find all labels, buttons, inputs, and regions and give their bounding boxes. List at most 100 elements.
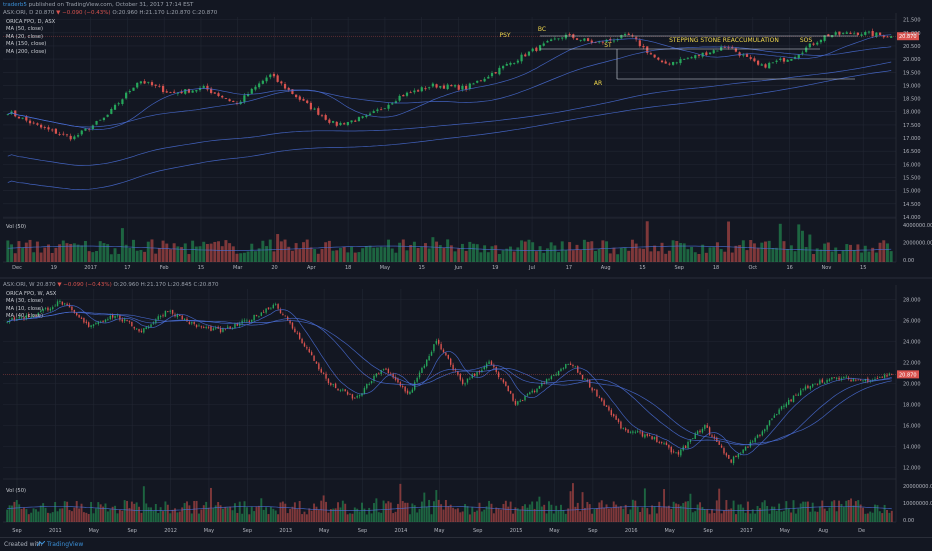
volume-bar xyxy=(605,504,608,522)
candle-body xyxy=(143,328,145,333)
volume-bar xyxy=(128,508,131,522)
candle-body xyxy=(557,370,560,376)
volume-bar xyxy=(233,503,236,522)
ma-line-200 xyxy=(7,70,892,190)
volume-bar xyxy=(261,240,265,262)
candle-body xyxy=(310,352,313,356)
candle-body xyxy=(725,453,728,456)
volume-bar xyxy=(287,246,291,262)
volume-bar xyxy=(20,508,23,522)
candle-body xyxy=(543,382,545,384)
volume-bar xyxy=(862,507,864,522)
candle-body xyxy=(107,319,109,321)
candle-body xyxy=(805,47,808,52)
candle-body xyxy=(756,435,759,438)
candle-body xyxy=(195,324,198,328)
volume-bar xyxy=(523,241,527,262)
candle-body xyxy=(446,84,449,90)
volume-bar xyxy=(586,241,590,262)
volume-bar xyxy=(193,500,196,522)
candle-body xyxy=(814,383,816,385)
volume-bar xyxy=(194,246,198,262)
y-tick-label: 18.000 xyxy=(903,403,921,409)
volume-bar xyxy=(787,508,790,522)
volume-bar xyxy=(69,243,73,262)
candle-body xyxy=(531,48,534,52)
volume-bar xyxy=(826,510,829,522)
volume-bar xyxy=(106,244,110,262)
volume-bar xyxy=(727,509,730,522)
candle-body xyxy=(250,88,253,94)
volume-bar xyxy=(701,244,705,262)
volume-bar xyxy=(749,513,752,522)
x-tick-label: 2012 xyxy=(164,528,177,534)
volume-bar xyxy=(118,509,121,522)
volume-bar xyxy=(452,507,455,522)
volume-bar xyxy=(214,505,217,522)
volume-bar xyxy=(524,504,526,522)
volume-bar xyxy=(389,502,392,522)
candle-body xyxy=(99,119,102,121)
candle-body xyxy=(590,40,593,43)
candle-body xyxy=(610,410,613,416)
candle-body xyxy=(317,108,320,115)
candle-body xyxy=(797,394,800,396)
candle-body xyxy=(842,33,845,34)
volume-bar xyxy=(284,503,287,522)
candle-body xyxy=(867,31,871,33)
candle-body xyxy=(368,383,370,385)
chart-canvas[interactable]: 21.500 21.000 20.500 20.000 19.500 19.000 18.5… xyxy=(0,0,932,537)
candle-body xyxy=(398,95,401,101)
daily-volume-label: Vol (50) xyxy=(6,224,27,230)
ma-line-40 xyxy=(7,311,892,446)
volume-bar xyxy=(771,248,775,262)
candle-body xyxy=(143,81,146,84)
candle-body xyxy=(665,442,668,446)
volume-bar xyxy=(313,503,316,522)
volume-bar xyxy=(679,242,682,262)
candle-body xyxy=(727,46,730,48)
volume-bar xyxy=(460,243,464,262)
y-tick-label: 15.000 xyxy=(903,189,921,195)
candle-body xyxy=(203,327,205,328)
volume-bar xyxy=(497,508,500,522)
publish-text: published on TradingView.com, October 31… xyxy=(28,2,194,8)
candle-body xyxy=(536,388,538,393)
candle-body xyxy=(139,81,142,84)
candle-body xyxy=(708,427,711,435)
candle-body xyxy=(569,363,572,365)
candle-body xyxy=(535,47,538,51)
volume-bar xyxy=(114,505,117,522)
candle-body xyxy=(128,321,131,323)
volume-bar xyxy=(375,247,379,262)
volume-bar xyxy=(727,221,731,262)
volume-bar xyxy=(742,507,745,522)
x-tick-label: Mar xyxy=(233,265,243,271)
volume-bar xyxy=(754,513,757,522)
volume-bar xyxy=(382,500,385,522)
volume-bar xyxy=(457,248,461,262)
volume-bar xyxy=(437,499,440,522)
volume-bar xyxy=(121,510,124,522)
candle-body xyxy=(202,86,205,88)
candle-body xyxy=(635,37,638,40)
author-link[interactable]: traderb5 xyxy=(3,2,27,8)
candle-body xyxy=(200,326,203,328)
x-tick-label: Jul xyxy=(528,265,535,271)
volume-bar xyxy=(512,513,514,522)
tradingview-link[interactable]: TradingView xyxy=(47,541,84,548)
candle-body xyxy=(435,84,438,88)
volume-bar xyxy=(677,504,680,522)
volume-bar xyxy=(682,243,686,262)
tradingview-logo-icon xyxy=(37,541,45,547)
candle-body xyxy=(529,392,531,395)
candle-body xyxy=(775,60,778,62)
volume-bar xyxy=(509,246,512,262)
volume-bar xyxy=(756,505,759,522)
volume-bar xyxy=(191,240,195,262)
daily-symbol: ASX:ORI, D 20.870 xyxy=(3,10,55,16)
candle-body xyxy=(426,359,428,366)
candle-body xyxy=(325,373,327,379)
volume-bar xyxy=(521,506,524,522)
candle-body xyxy=(509,390,512,394)
